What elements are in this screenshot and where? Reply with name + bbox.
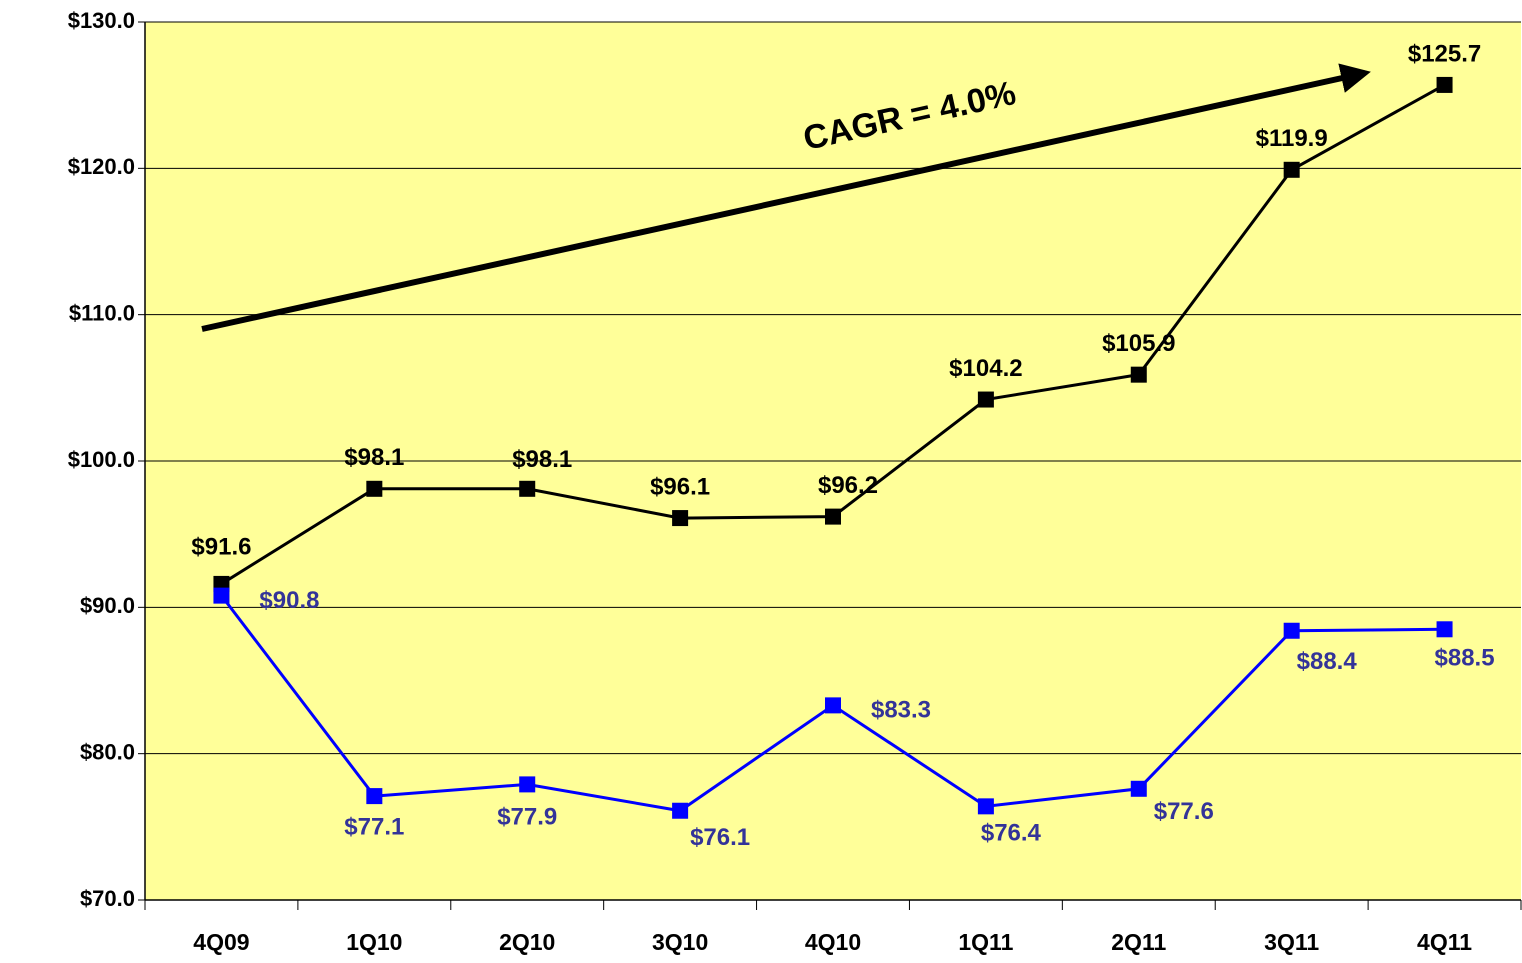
data-label: $77.1 — [344, 813, 404, 840]
marker — [1436, 76, 1453, 93]
marker — [366, 788, 383, 805]
data-label: $96.2 — [818, 472, 878, 499]
data-label: $98.1 — [512, 446, 572, 473]
x-tick-label: 2Q10 — [499, 929, 555, 955]
data-label: $125.7 — [1408, 40, 1481, 67]
marker — [519, 776, 536, 793]
x-tick-label: 4Q11 — [1417, 929, 1472, 955]
x-tick-label: 3Q10 — [652, 929, 708, 955]
x-tick-label: 4Q09 — [193, 929, 249, 955]
data-label: $88.5 — [1435, 645, 1495, 672]
marker — [825, 508, 841, 525]
marker — [1436, 621, 1453, 638]
data-label: $104.2 — [949, 355, 1022, 382]
marker — [672, 802, 689, 819]
marker — [366, 480, 383, 497]
marker — [1283, 161, 1300, 178]
y-tick-label: $130.0 — [68, 8, 135, 33]
marker — [977, 391, 994, 408]
x-tick-label: 1Q11 — [958, 929, 1013, 955]
y-tick-label: $100.0 — [68, 447, 135, 472]
y-tick-label: $70.0 — [80, 886, 135, 911]
data-label: $77.6 — [1154, 798, 1214, 825]
data-label: $96.1 — [650, 473, 710, 500]
marker — [213, 587, 230, 604]
marker — [977, 798, 994, 815]
marker — [825, 697, 841, 714]
x-tick-label: 2Q11 — [1111, 929, 1166, 955]
x-tick-label: 1Q10 — [346, 929, 402, 955]
y-tick-label: $90.0 — [80, 593, 135, 618]
data-label: $119.9 — [1256, 125, 1328, 152]
data-label: $83.3 — [871, 697, 931, 724]
marker — [1130, 366, 1147, 383]
data-label: $88.4 — [1297, 648, 1358, 675]
y-tick-label: $80.0 — [80, 739, 135, 764]
trend-arrow — [201, 63, 1371, 332]
x-tick-label: 4Q10 — [805, 929, 861, 955]
marker — [1283, 622, 1300, 639]
marker — [672, 510, 689, 527]
y-tick-label: $110.0 — [69, 300, 135, 325]
data-label: $98.1 — [344, 444, 404, 471]
data-label: $77.9 — [497, 804, 557, 831]
marker — [1130, 780, 1147, 797]
data-label: $76.4 — [981, 820, 1042, 847]
data-label: $90.8 — [259, 587, 319, 614]
data-label: $76.1 — [690, 824, 750, 851]
data-label: $105.9 — [1102, 330, 1175, 357]
data-label: $91.6 — [191, 533, 251, 560]
marker — [519, 480, 536, 497]
y-tick-label: $120.0 — [68, 154, 135, 179]
x-tick-label: 3Q11 — [1264, 929, 1319, 955]
